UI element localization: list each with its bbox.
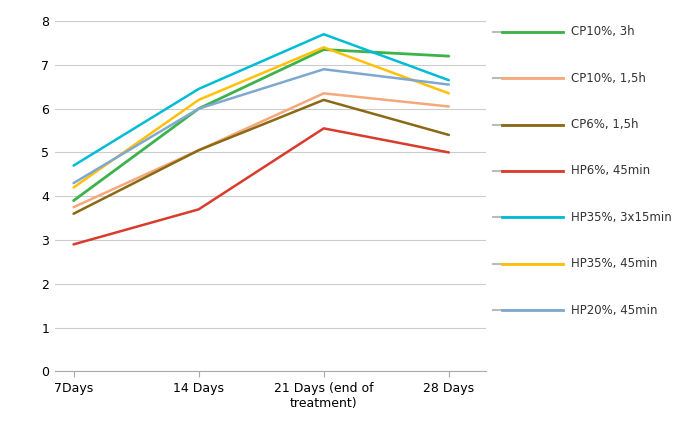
HP20%, 45min <box>195 106 203 111</box>
CP10%, 3h <box>195 106 203 111</box>
Line: HP20%, 45min: HP20%, 45min <box>73 69 449 183</box>
HP6%, 45min <box>320 126 328 131</box>
HP35%, 3x15min <box>320 32 328 37</box>
HP35%, 3x15min <box>69 163 77 168</box>
CP6%, 1,5h <box>445 133 453 138</box>
Line: CP10%, 1,5h: CP10%, 1,5h <box>73 93 449 207</box>
Line: HP6%, 45min: HP6%, 45min <box>73 128 449 244</box>
HP20%, 45min <box>69 181 77 186</box>
CP10%, 1,5h <box>69 205 77 210</box>
CP6%, 1,5h <box>69 211 77 216</box>
CP10%, 3h <box>320 47 328 52</box>
Text: HP6%, 45min: HP6%, 45min <box>571 165 650 178</box>
HP35%, 45min <box>445 91 453 96</box>
HP20%, 45min <box>445 82 453 87</box>
Text: HP20%, 45min: HP20%, 45min <box>571 304 658 317</box>
CP6%, 1,5h <box>320 97 328 103</box>
HP35%, 45min <box>69 185 77 190</box>
CP10%, 3h <box>445 54 453 59</box>
HP35%, 3x15min <box>445 78 453 83</box>
Text: HP35%, 45min: HP35%, 45min <box>571 257 657 271</box>
Text: CP10%, 3h: CP10%, 3h <box>571 25 634 38</box>
Text: CP10%, 1,5h: CP10%, 1,5h <box>571 72 646 85</box>
Line: HP35%, 3x15min: HP35%, 3x15min <box>73 34 449 165</box>
HP20%, 45min <box>320 67 328 72</box>
HP6%, 45min <box>195 207 203 212</box>
HP35%, 3x15min <box>195 87 203 92</box>
Line: CP10%, 3h: CP10%, 3h <box>73 49 449 200</box>
CP10%, 3h <box>69 198 77 203</box>
CP10%, 1,5h <box>320 91 328 96</box>
HP6%, 45min <box>69 242 77 247</box>
CP10%, 1,5h <box>195 148 203 153</box>
CP6%, 1,5h <box>195 148 203 153</box>
Text: HP35%, 3x15min: HP35%, 3x15min <box>571 211 671 224</box>
Line: CP6%, 1,5h: CP6%, 1,5h <box>73 100 449 214</box>
Text: CP6%, 1,5h: CP6%, 1,5h <box>571 118 638 131</box>
CP10%, 1,5h <box>445 104 453 109</box>
HP35%, 45min <box>320 45 328 50</box>
Line: HP35%, 45min: HP35%, 45min <box>73 47 449 187</box>
HP35%, 45min <box>195 97 203 103</box>
HP6%, 45min <box>445 150 453 155</box>
